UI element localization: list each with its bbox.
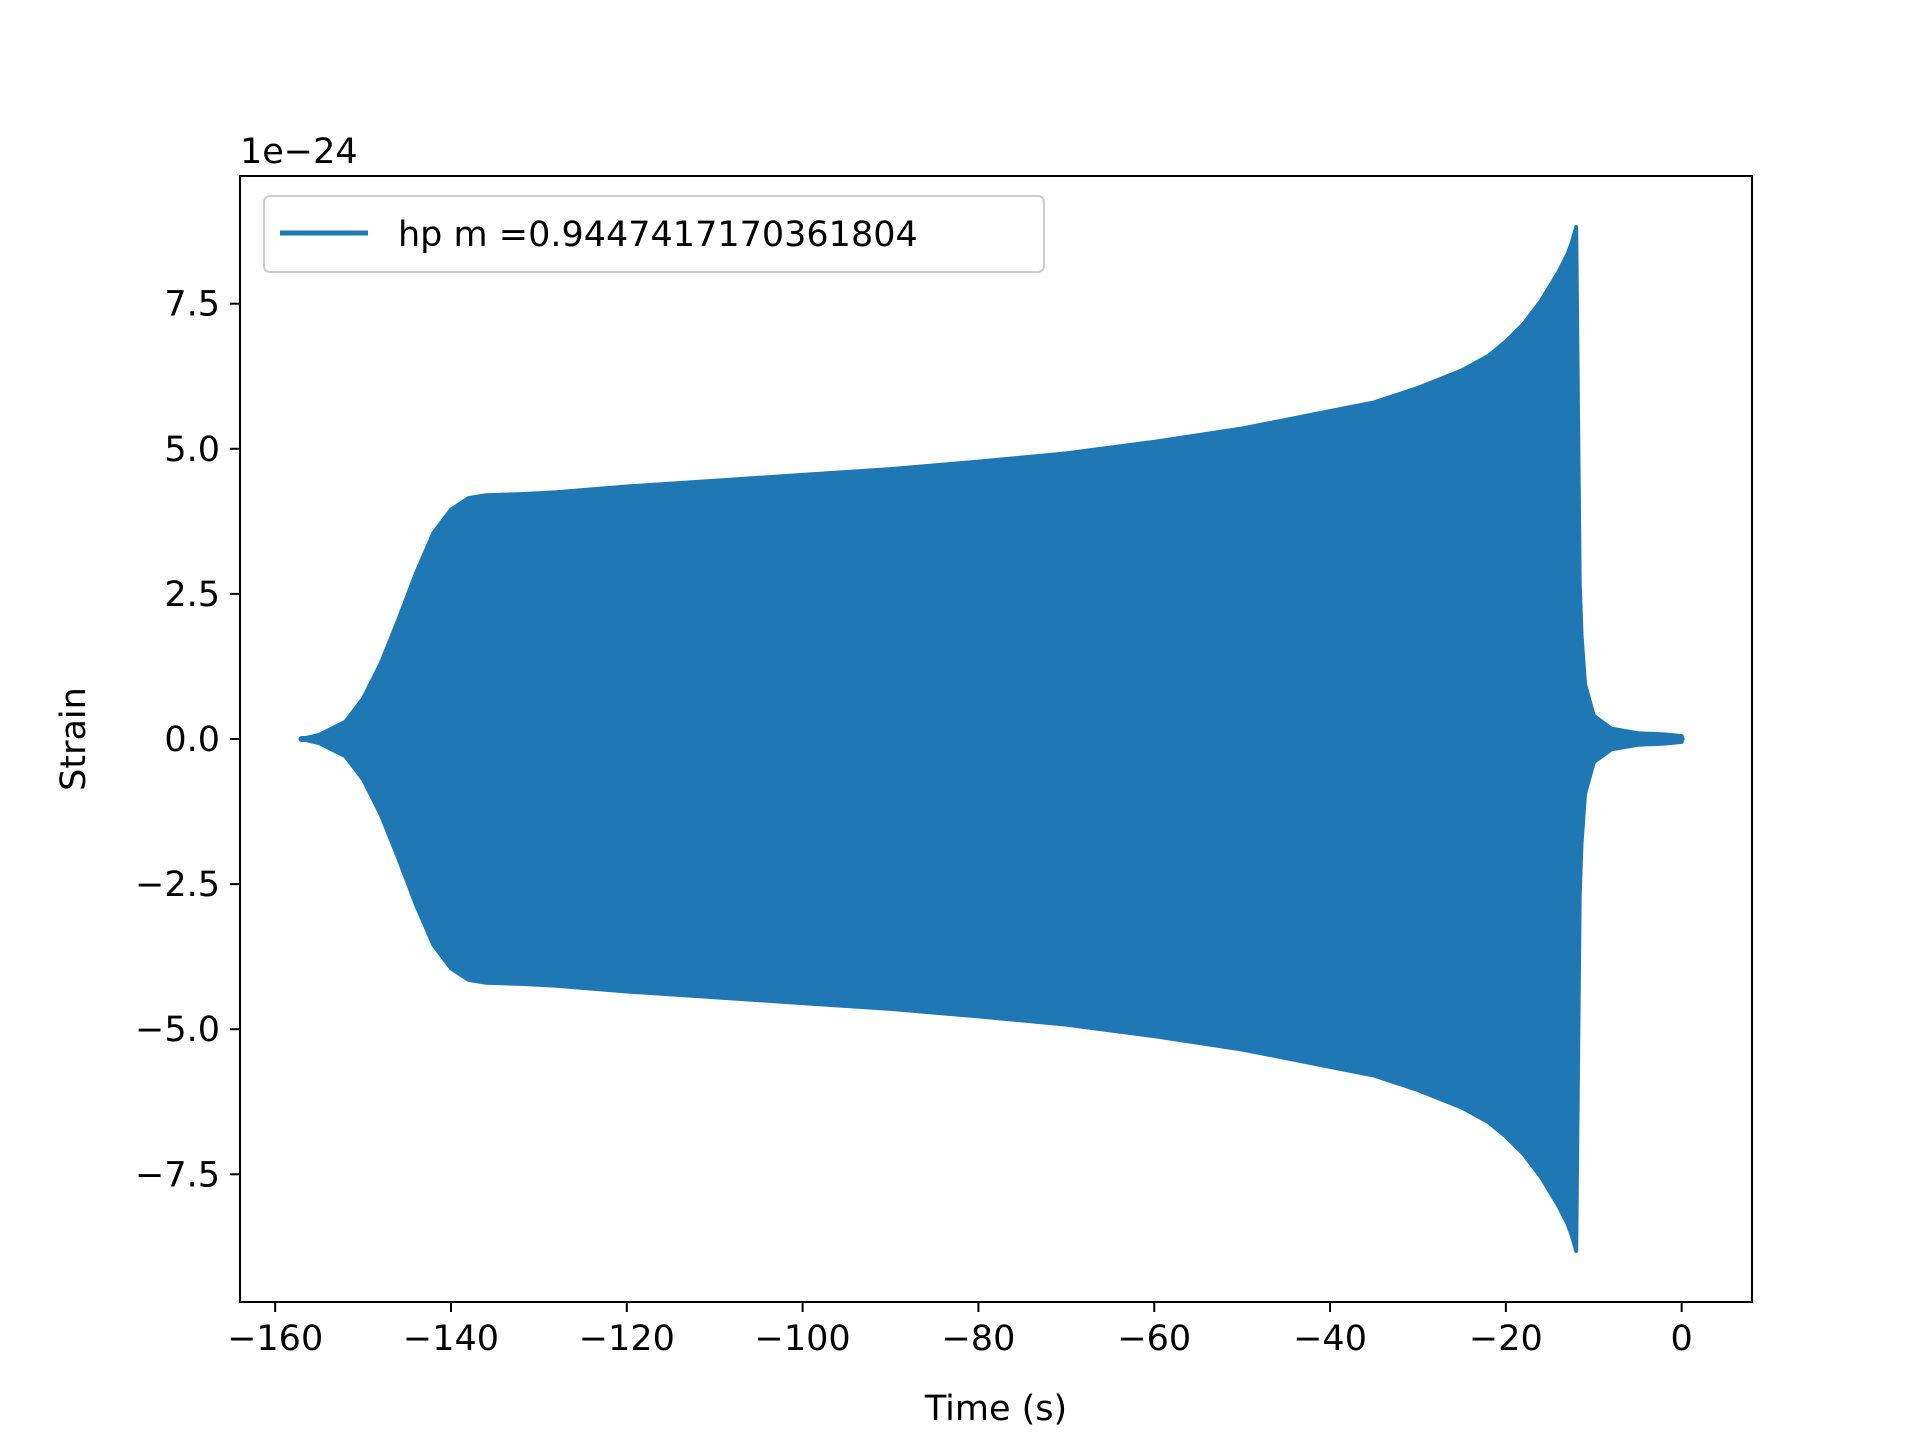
y-tick-label: 2.5 — [164, 575, 220, 615]
series-layer — [298, 225, 1685, 1253]
legend-box — [263, 195, 1045, 273]
x-tick-label: −20 — [1469, 1319, 1543, 1359]
y-tick-label: 5.0 — [164, 430, 220, 470]
x-tick-label: −60 — [1117, 1319, 1191, 1359]
y-axis: −7.5 −5.0 −2.5 0.0 2.5 5.0 7.5 — [135, 285, 240, 1195]
y-tick-label: −2.5 — [135, 865, 220, 905]
y-tick-label: 0.0 — [164, 720, 220, 760]
y-offset-label: 1e−24 — [240, 132, 358, 172]
y-tick-label: −7.5 — [135, 1155, 220, 1195]
x-tick-label: −160 — [227, 1319, 323, 1359]
y-tick-label: −5.0 — [135, 1010, 220, 1050]
y-tick-label: 7.5 — [164, 285, 220, 325]
x-tick-label: −80 — [941, 1319, 1015, 1359]
x-axis: −160 −140 −120 −100 −80 −60 −40 −20 0 — [227, 1302, 1693, 1359]
legend: hp m =0.9447417170361804 — [263, 195, 1045, 273]
x-tick-label: −140 — [403, 1319, 499, 1359]
x-axis-title: Time (s) — [924, 1389, 1067, 1429]
legend-label: hp m =0.9447417170361804 — [398, 215, 918, 255]
x-tick-label: −40 — [1293, 1319, 1367, 1359]
x-tick-label: −120 — [579, 1319, 675, 1359]
y-axis-title: Strain — [54, 687, 94, 791]
x-tick-label: 0 — [1671, 1319, 1693, 1359]
x-tick-label: −100 — [755, 1319, 851, 1359]
